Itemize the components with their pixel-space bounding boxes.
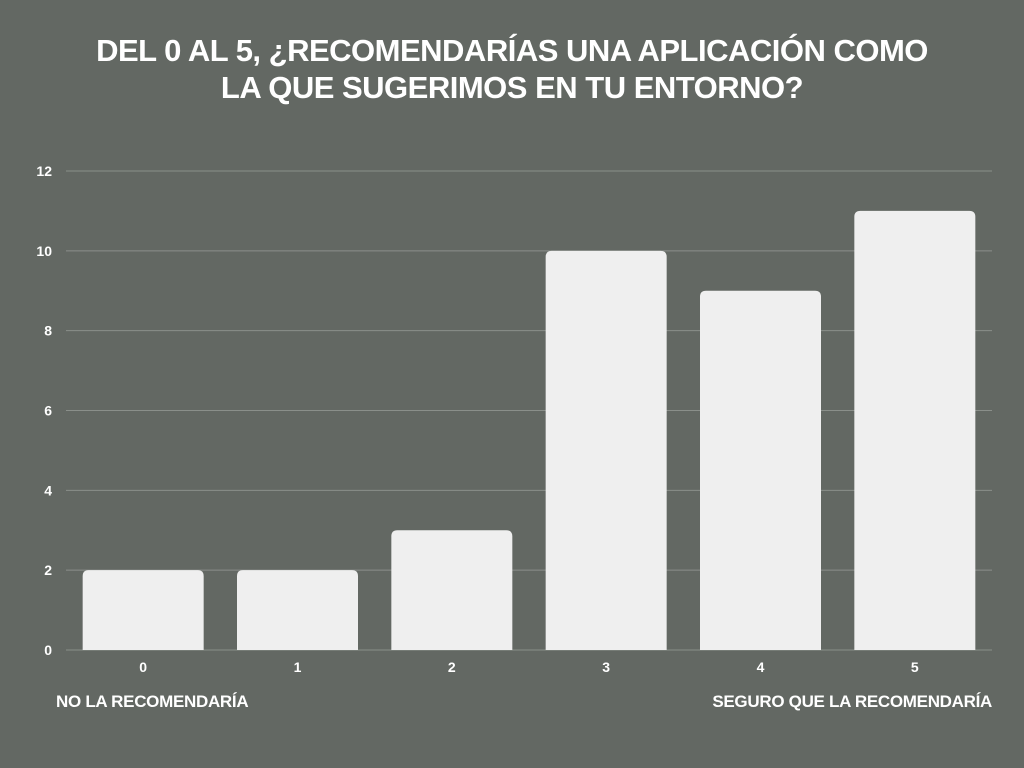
x-tick-label: 1 (294, 659, 302, 675)
y-tick-label: 4 (44, 482, 52, 498)
x-tick-label: 3 (602, 659, 610, 675)
bar-1 (237, 570, 358, 650)
x-tick-label: 5 (911, 659, 919, 675)
bar-5 (854, 210, 976, 650)
bar-4 (700, 290, 821, 650)
y-tick-label: 8 (44, 323, 52, 339)
chart-title-line-1: DEL 0 AL 5, ¿RECOMENDARÍAS UNA APLICACIÓ… (96, 33, 928, 68)
y-tick-label: 12 (36, 163, 52, 179)
x-tick-label: 0 (139, 659, 147, 675)
y-tick-label: 2 (44, 562, 52, 578)
bar-2 (391, 530, 513, 650)
x-tick-label: 2 (448, 659, 456, 675)
y-tick-label: 0 (44, 642, 52, 658)
y-tick-label: 10 (36, 243, 52, 259)
y-tick-label: 6 (44, 403, 52, 419)
bar-0 (82, 570, 204, 650)
x-tick-label: 4 (757, 659, 765, 675)
chart-title: DEL 0 AL 5, ¿RECOMENDARÍAS UNA APLICACIÓ… (0, 32, 1024, 106)
scale-low-label: NO LA RECOMENDARÍA (56, 692, 249, 711)
scale-high-label: SEGURO QUE LA RECOMENDARÍA (712, 692, 992, 711)
bar-3 (545, 250, 667, 651)
chart-title-line-2: LA QUE SUGERIMOS EN TU ENTORNO? (220, 70, 804, 105)
